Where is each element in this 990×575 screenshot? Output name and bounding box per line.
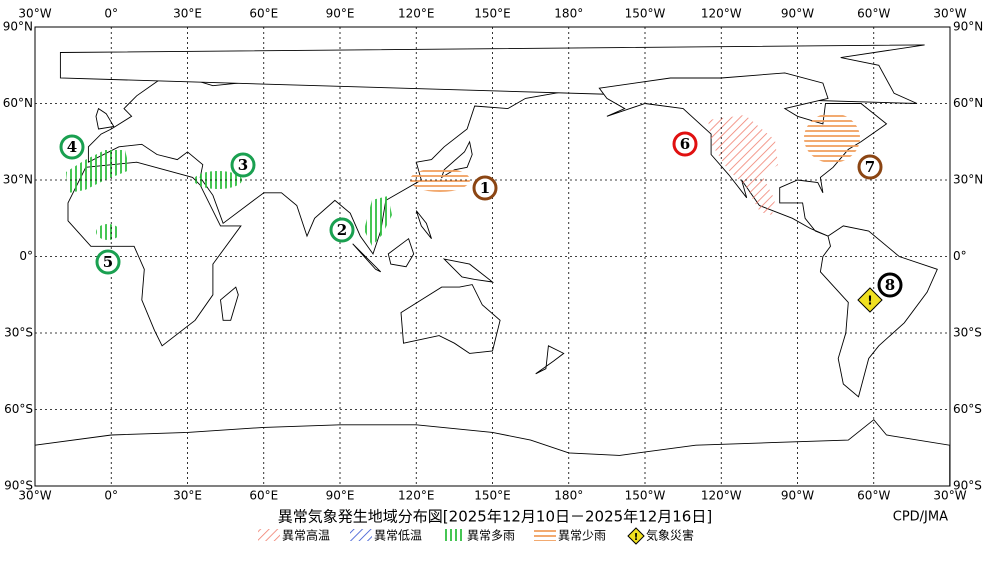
lon-label-bottom: 90°E [326, 489, 355, 503]
lon-label-top: 150°E [474, 7, 511, 21]
marker-number: 2 [337, 221, 347, 239]
legend-label: 気象災害 [646, 528, 694, 543]
lat-label-left: 0° [19, 249, 33, 263]
lon-label-top: 30°W [933, 7, 966, 21]
lon-label-bottom: 90°W [781, 489, 814, 503]
lat-label-right: 90°S [953, 479, 982, 493]
legend-swatch [350, 529, 372, 541]
map-title: 異常気象発生地域分布図[2025年12月10日－2025年12月16日] [278, 508, 712, 526]
lon-label-top: 60°W [857, 7, 890, 21]
lat-label-right: 0° [953, 249, 967, 263]
hazard-mark: ! [867, 294, 872, 308]
legend-label: 異常高温 [282, 528, 330, 543]
lon-label-bottom: 0° [104, 489, 118, 503]
lon-label-top: 0° [104, 7, 118, 21]
legend-label: 異常少雨 [558, 529, 606, 543]
coordinate-labels: 30°W30°W0°0°30°E30°E60°E60°E90°E90°E120°… [3, 7, 984, 503]
lon-label-top: 90°W [781, 7, 814, 21]
lon-label-top: 90°E [326, 7, 355, 21]
lon-label-bottom: 30°W [18, 489, 51, 503]
low-rain-area [804, 113, 860, 163]
credit: CPD/JMA [893, 510, 948, 525]
heavy-rain-area [66, 150, 130, 193]
landmass [387, 237, 415, 268]
marker-circle [877, 272, 903, 298]
marker-circle [857, 154, 883, 180]
lon-label-bottom: 60°W [857, 489, 890, 503]
marker-circle [672, 131, 698, 157]
lon-label-bottom: 150°E [474, 489, 511, 503]
landmass [415, 210, 432, 239]
lat-label-right: 60°N [953, 96, 983, 110]
legend-label: 異常多雨 [467, 529, 515, 543]
lon-label-bottom: 30°E [173, 489, 202, 503]
lon-label-top: 180° [554, 7, 583, 21]
marker-circle [59, 134, 85, 160]
lat-label-left: 90°S [4, 479, 33, 493]
lat-label-right: 30°N [953, 173, 983, 187]
lat-label-left: 30°N [3, 173, 33, 187]
lon-label-bottom: 30°W [933, 489, 966, 503]
marker-number: 4 [67, 138, 77, 156]
legend-hazard-mark: ! [634, 532, 639, 543]
graticule [35, 27, 950, 486]
lat-label-left: 30°S [4, 326, 33, 340]
legend-swatch [534, 529, 556, 541]
landmass [95, 107, 115, 130]
lat-label-left: 60°N [3, 96, 33, 110]
lat-label-right: 30°S [953, 326, 982, 340]
marker-number: 5 [103, 253, 113, 271]
landmass [440, 140, 473, 179]
lon-label-bottom: 180° [554, 489, 583, 503]
lon-label-bottom: 150°W [625, 489, 666, 503]
lon-label-top: 30°E [173, 7, 202, 21]
high-temp-area [708, 115, 778, 215]
marker-circle [329, 217, 355, 243]
heavy-rain-area [194, 171, 242, 189]
lon-label-bottom: 120°W [701, 489, 742, 503]
event-markers: 1 2 3 4 5 6 7 8! [59, 131, 903, 313]
landmasses [34, 44, 951, 487]
legend-swatch [443, 529, 465, 541]
legend-swatch [258, 529, 280, 541]
lon-label-top: 120°E [398, 7, 435, 21]
landmass [400, 284, 501, 354]
marker-number: 7 [865, 158, 875, 176]
lat-label-left: 90°N [3, 20, 33, 34]
lon-label-top: 150°W [625, 7, 666, 21]
lon-label-bottom: 120°E [398, 489, 435, 503]
landmass [352, 243, 382, 273]
heavy-rain-area [96, 224, 120, 240]
lon-label-top: 120°W [701, 7, 742, 21]
lat-label-right: 60°S [953, 402, 982, 416]
lat-label-right: 90°N [953, 20, 983, 34]
legend-label: 異常低温 [374, 529, 422, 543]
legend-hazard-icon [627, 527, 645, 545]
marker-number: 6 [680, 135, 690, 153]
marker-number: 1 [480, 179, 490, 197]
lon-label-bottom: 60°E [249, 489, 278, 503]
marker-number: 8 [885, 276, 895, 294]
landmass [535, 345, 565, 375]
marker-number: 3 [238, 156, 248, 174]
landmass [442, 258, 495, 283]
marker-circle [95, 249, 121, 275]
legend: 異常高温 異常低温 異常多雨 異常少雨 ! 気象災害 [258, 527, 694, 545]
heavy-rain-area [364, 196, 392, 246]
lon-label-top: 30°W [18, 7, 51, 21]
map-frame [34, 26, 951, 487]
lat-label-left: 60°S [4, 402, 33, 416]
landmass [220, 286, 239, 321]
lon-label-top: 60°E [249, 7, 278, 21]
landmass [819, 225, 938, 398]
hazard-icon [857, 287, 883, 313]
marker-circle [472, 175, 498, 201]
marker-circle [230, 152, 256, 178]
